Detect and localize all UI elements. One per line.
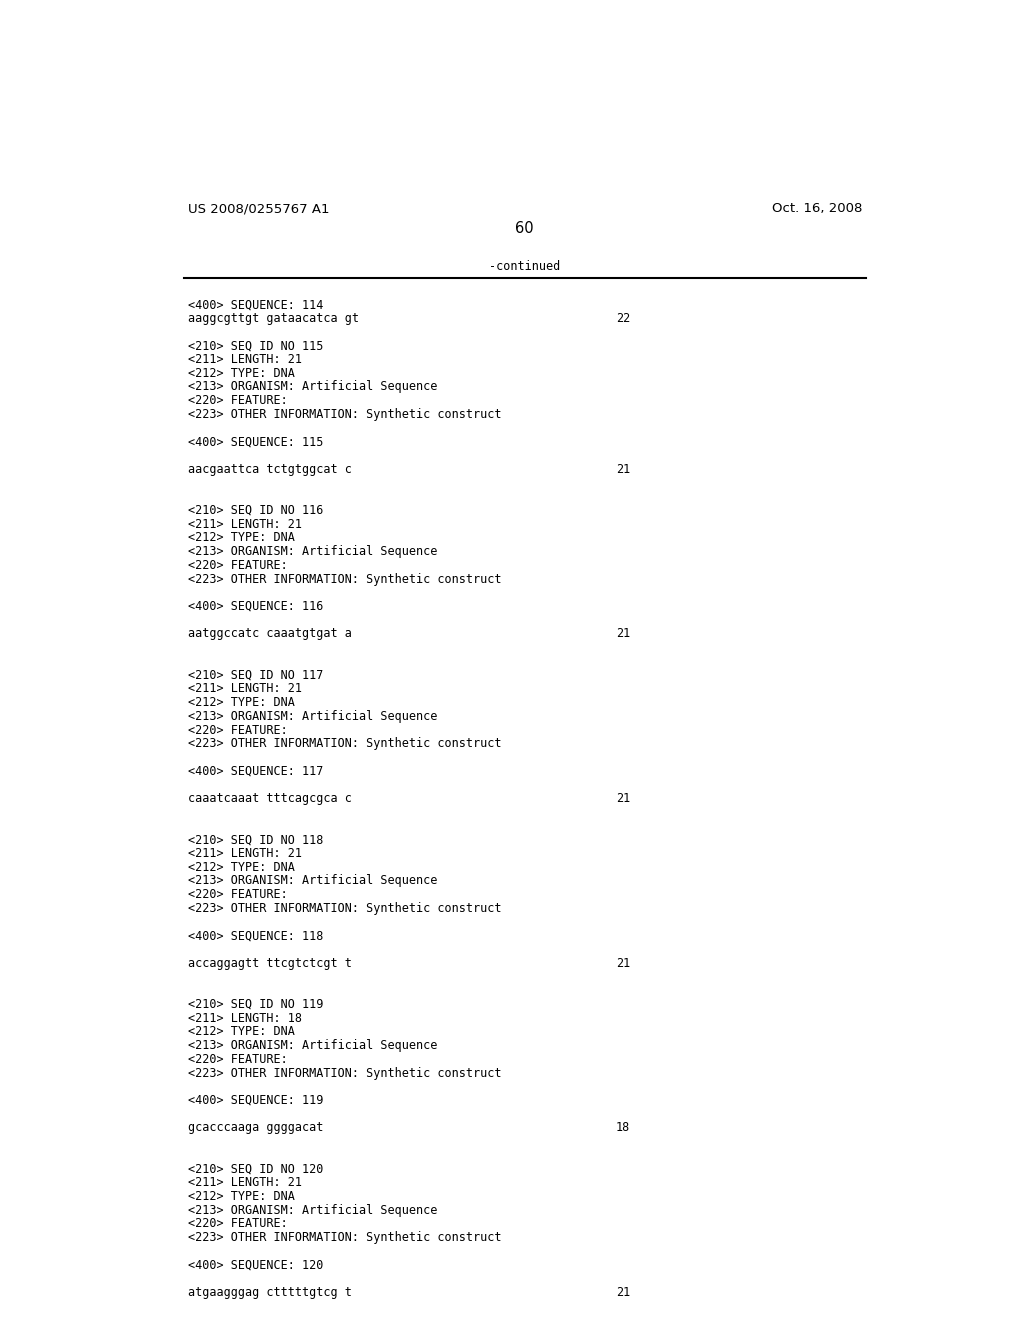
Text: <212> TYPE: DNA: <212> TYPE: DNA bbox=[187, 861, 294, 874]
Text: <220> FEATURE:: <220> FEATURE: bbox=[187, 1053, 288, 1065]
Text: <213> ORGANISM: Artificial Sequence: <213> ORGANISM: Artificial Sequence bbox=[187, 1204, 437, 1217]
Text: <210> SEQ ID NO 120: <210> SEQ ID NO 120 bbox=[187, 1163, 323, 1176]
Text: <220> FEATURE:: <220> FEATURE: bbox=[187, 1217, 288, 1230]
Text: <213> ORGANISM: Artificial Sequence: <213> ORGANISM: Artificial Sequence bbox=[187, 380, 437, 393]
Text: <400> SEQUENCE: 120: <400> SEQUENCE: 120 bbox=[187, 1259, 323, 1271]
Text: aatggccatc caaatgtgat a: aatggccatc caaatgtgat a bbox=[187, 627, 351, 640]
Text: <210> SEQ ID NO 118: <210> SEQ ID NO 118 bbox=[187, 833, 323, 846]
Text: <210> SEQ ID NO 119: <210> SEQ ID NO 119 bbox=[187, 998, 323, 1011]
Text: <211> LENGTH: 21: <211> LENGTH: 21 bbox=[187, 352, 301, 366]
Text: 22: 22 bbox=[616, 312, 631, 325]
Text: 21: 21 bbox=[616, 957, 631, 970]
Text: <210> SEQ ID NO 117: <210> SEQ ID NO 117 bbox=[187, 669, 323, 681]
Text: US 2008/0255767 A1: US 2008/0255767 A1 bbox=[187, 202, 329, 215]
Text: <211> LENGTH: 18: <211> LENGTH: 18 bbox=[187, 1011, 301, 1024]
Text: <400> SEQUENCE: 114: <400> SEQUENCE: 114 bbox=[187, 298, 323, 312]
Text: <213> ORGANISM: Artificial Sequence: <213> ORGANISM: Artificial Sequence bbox=[187, 874, 437, 887]
Text: <223> OTHER INFORMATION: Synthetic construct: <223> OTHER INFORMATION: Synthetic const… bbox=[187, 408, 501, 421]
Text: accaggagtt ttcgtctcgt t: accaggagtt ttcgtctcgt t bbox=[187, 957, 351, 970]
Text: <211> LENGTH: 21: <211> LENGTH: 21 bbox=[187, 847, 301, 861]
Text: caaatcaaat tttcagcgca c: caaatcaaat tttcagcgca c bbox=[187, 792, 351, 805]
Text: <220> FEATURE:: <220> FEATURE: bbox=[187, 395, 288, 407]
Text: <400> SEQUENCE: 116: <400> SEQUENCE: 116 bbox=[187, 601, 323, 612]
Text: <212> TYPE: DNA: <212> TYPE: DNA bbox=[187, 532, 294, 544]
Text: <223> OTHER INFORMATION: Synthetic construct: <223> OTHER INFORMATION: Synthetic const… bbox=[187, 738, 501, 750]
Text: <223> OTHER INFORMATION: Synthetic construct: <223> OTHER INFORMATION: Synthetic const… bbox=[187, 1067, 501, 1080]
Text: <213> ORGANISM: Artificial Sequence: <213> ORGANISM: Artificial Sequence bbox=[187, 710, 437, 723]
Text: <212> TYPE: DNA: <212> TYPE: DNA bbox=[187, 367, 294, 380]
Text: 21: 21 bbox=[616, 792, 631, 805]
Text: <212> TYPE: DNA: <212> TYPE: DNA bbox=[187, 1026, 294, 1039]
Text: <223> OTHER INFORMATION: Synthetic construct: <223> OTHER INFORMATION: Synthetic const… bbox=[187, 1232, 501, 1245]
Text: <223> OTHER INFORMATION: Synthetic construct: <223> OTHER INFORMATION: Synthetic const… bbox=[187, 573, 501, 586]
Text: <400> SEQUENCE: 118: <400> SEQUENCE: 118 bbox=[187, 929, 323, 942]
Text: <223> OTHER INFORMATION: Synthetic construct: <223> OTHER INFORMATION: Synthetic const… bbox=[187, 902, 501, 915]
Text: aaggcgttgt gataacatca gt: aaggcgttgt gataacatca gt bbox=[187, 312, 358, 325]
Text: <211> LENGTH: 21: <211> LENGTH: 21 bbox=[187, 682, 301, 696]
Text: <400> SEQUENCE: 117: <400> SEQUENCE: 117 bbox=[187, 764, 323, 777]
Text: 18: 18 bbox=[616, 1122, 631, 1134]
Text: -continued: -continued bbox=[489, 260, 560, 273]
Text: <400> SEQUENCE: 119: <400> SEQUENCE: 119 bbox=[187, 1094, 323, 1107]
Text: aacgaattca tctgtggcat c: aacgaattca tctgtggcat c bbox=[187, 463, 351, 475]
Text: <400> SEQUENCE: 115: <400> SEQUENCE: 115 bbox=[187, 436, 323, 449]
Text: gcacccaaga ggggacat: gcacccaaga ggggacat bbox=[187, 1122, 323, 1134]
Text: 60: 60 bbox=[515, 222, 535, 236]
Text: atgaagggag ctttttgtcg t: atgaagggag ctttttgtcg t bbox=[187, 1286, 351, 1299]
Text: 21: 21 bbox=[616, 1286, 631, 1299]
Text: <213> ORGANISM: Artificial Sequence: <213> ORGANISM: Artificial Sequence bbox=[187, 545, 437, 558]
Text: <211> LENGTH: 21: <211> LENGTH: 21 bbox=[187, 1176, 301, 1189]
Text: 21: 21 bbox=[616, 463, 631, 475]
Text: <210> SEQ ID NO 116: <210> SEQ ID NO 116 bbox=[187, 504, 323, 517]
Text: <220> FEATURE:: <220> FEATURE: bbox=[187, 558, 288, 572]
Text: <210> SEQ ID NO 115: <210> SEQ ID NO 115 bbox=[187, 339, 323, 352]
Text: <211> LENGTH: 21: <211> LENGTH: 21 bbox=[187, 517, 301, 531]
Text: <212> TYPE: DNA: <212> TYPE: DNA bbox=[187, 696, 294, 709]
Text: <220> FEATURE:: <220> FEATURE: bbox=[187, 723, 288, 737]
Text: <212> TYPE: DNA: <212> TYPE: DNA bbox=[187, 1191, 294, 1203]
Text: Oct. 16, 2008: Oct. 16, 2008 bbox=[772, 202, 862, 215]
Text: <213> ORGANISM: Artificial Sequence: <213> ORGANISM: Artificial Sequence bbox=[187, 1039, 437, 1052]
Text: <220> FEATURE:: <220> FEATURE: bbox=[187, 888, 288, 902]
Text: 21: 21 bbox=[616, 627, 631, 640]
